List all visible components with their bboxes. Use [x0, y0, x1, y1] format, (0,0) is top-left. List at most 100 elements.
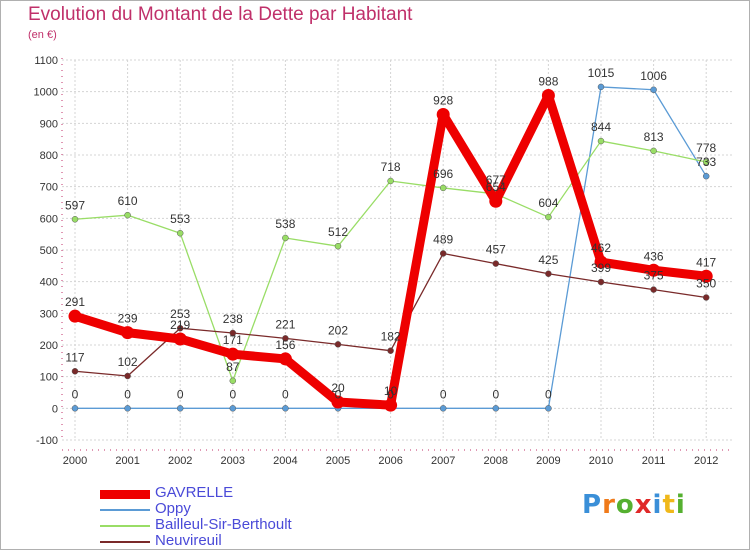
data-point — [489, 194, 503, 208]
data-label: 0 — [545, 387, 552, 401]
data-label: 219 — [170, 318, 190, 332]
data-label: 988 — [538, 74, 558, 88]
data-point — [173, 332, 187, 346]
data-point — [71, 405, 79, 412]
data-point — [702, 172, 710, 180]
chart-subtitle: (en €) — [28, 29, 57, 41]
data-point — [282, 335, 289, 342]
x-tick-label: 2011 — [642, 455, 666, 467]
x-tick-label: 2002 — [168, 455, 192, 467]
logo-letter: o — [615, 490, 635, 520]
axes: -100010020030040050060070080090010001100… — [34, 55, 732, 467]
data-label: 0 — [335, 387, 342, 401]
data-label: 462 — [591, 241, 611, 255]
data-point — [597, 137, 605, 145]
data-label: 20 — [331, 381, 345, 395]
data-label: 117 — [65, 350, 84, 364]
data-label: 604 — [538, 196, 558, 210]
legend-swatch — [100, 525, 150, 527]
data-label: 102 — [118, 355, 138, 369]
legend-swatch — [100, 489, 150, 499]
y-tick-label: 800 — [40, 150, 58, 162]
data-label: 553 — [170, 212, 190, 226]
legend-swatch — [100, 541, 150, 543]
data-label: 238 — [223, 312, 243, 326]
data-point — [545, 405, 552, 412]
data-label: 202 — [328, 323, 348, 337]
data-label: 156 — [275, 338, 295, 352]
data-point — [229, 405, 237, 412]
legend-label: Oppy — [155, 500, 191, 517]
y-tick-label: 200 — [40, 340, 58, 352]
data-label: 399 — [591, 261, 611, 275]
legend-swatch — [100, 509, 150, 511]
y-tick-label: 300 — [40, 308, 58, 320]
data-point — [702, 158, 710, 166]
series — [68, 83, 713, 412]
data-label: 0 — [229, 387, 236, 401]
data-point — [334, 341, 342, 348]
data-point — [597, 278, 605, 286]
grid-lines — [62, 59, 732, 441]
data-label: 0 — [492, 387, 499, 401]
data-point — [439, 405, 447, 412]
x-tick-label: 2006 — [378, 455, 402, 467]
data-point — [282, 405, 289, 412]
data-point — [545, 270, 552, 277]
x-tick-label: 2005 — [326, 455, 350, 467]
data-point — [124, 405, 131, 412]
y-tick-label: 100 — [40, 372, 58, 384]
x-tick-label: 2010 — [589, 455, 613, 467]
data-label: 375 — [644, 269, 664, 283]
data-point — [176, 324, 184, 332]
data-label: 0 — [440, 387, 447, 401]
data-point — [492, 260, 500, 267]
data-label: 221 — [275, 317, 295, 331]
data-point — [702, 294, 710, 301]
legend-label: Neuvireuil — [155, 532, 222, 549]
logo-letter: i — [652, 490, 663, 520]
legend-label: GAVRELLE — [155, 484, 234, 501]
data-point — [176, 229, 184, 237]
x-tick-label: 2004 — [273, 455, 297, 467]
data-label: 0 — [124, 387, 131, 401]
data-point — [282, 234, 289, 242]
data-label: 182 — [381, 330, 401, 344]
data-label: 928 — [433, 93, 453, 107]
data-label: 417 — [696, 255, 716, 269]
data-point — [331, 395, 345, 409]
y-tick-label: 500 — [40, 245, 58, 257]
data-label: 1006 — [640, 69, 667, 83]
data-point — [229, 377, 237, 385]
logo-letter: r — [602, 490, 616, 520]
data-label: 512 — [328, 225, 348, 239]
data-point — [647, 263, 661, 277]
data-point — [229, 329, 237, 337]
data-point — [387, 177, 394, 185]
data-point — [650, 286, 657, 293]
x-tick-label: 2008 — [484, 455, 508, 467]
data-label: 253 — [170, 307, 190, 321]
data-point — [439, 250, 447, 257]
data-label: 10 — [384, 384, 398, 398]
y-tick-label: 0 — [52, 403, 58, 415]
data-point — [594, 255, 608, 269]
legend-label: Bailleul-Sir-Berthoult — [155, 516, 292, 533]
y-tick-label: 600 — [40, 213, 58, 225]
data-point — [699, 269, 713, 283]
data-point — [545, 213, 552, 221]
data-label: 291 — [65, 295, 85, 309]
x-tick-label: 2009 — [536, 455, 560, 467]
y-tick-label: -100 — [36, 435, 58, 447]
data-point — [439, 184, 447, 192]
logo-letter: i — [675, 490, 686, 520]
x-tick-label: 2012 — [694, 455, 718, 467]
data-label: 425 — [538, 253, 558, 267]
data-label: 597 — [65, 198, 85, 212]
data-label: 654 — [486, 180, 506, 194]
x-tick-label: 2003 — [221, 455, 245, 467]
data-label: 0 — [72, 387, 79, 401]
x-tick-label: 2000 — [63, 455, 87, 467]
y-tick-label: 1100 — [34, 55, 58, 67]
data-label: 436 — [644, 249, 664, 263]
